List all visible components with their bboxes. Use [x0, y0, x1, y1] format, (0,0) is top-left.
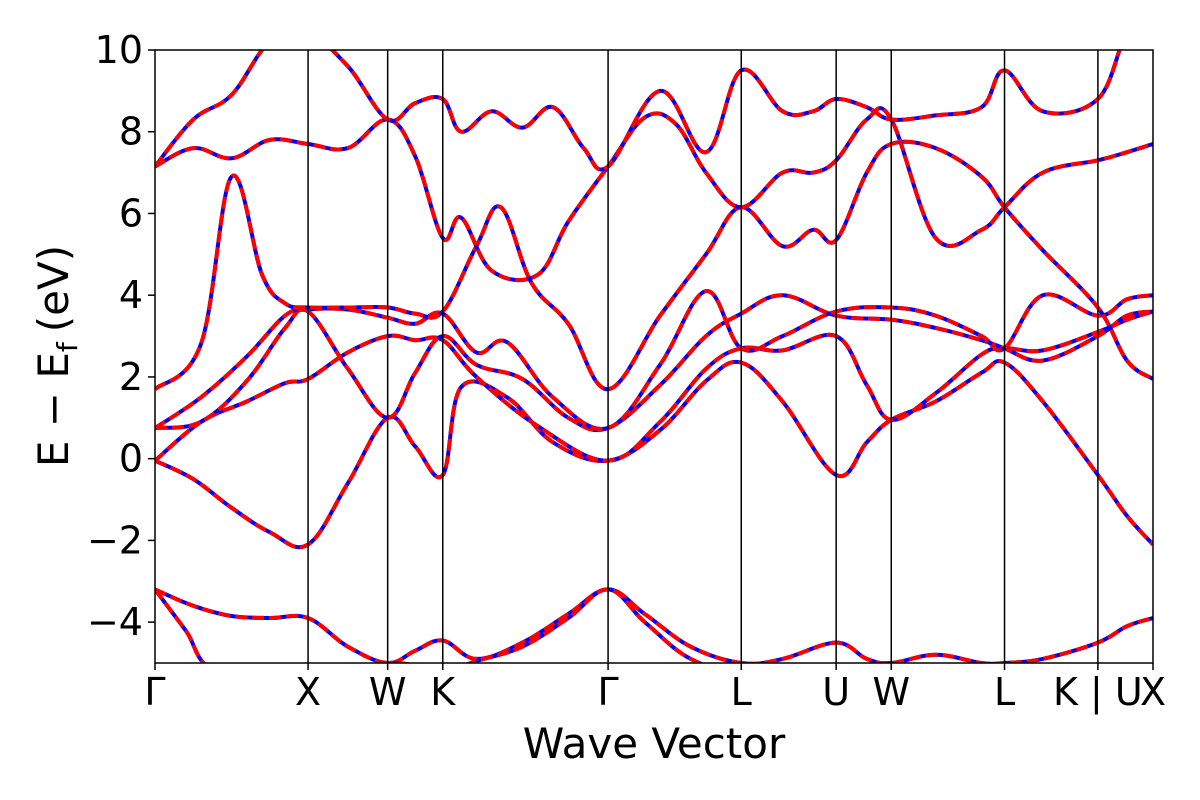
y-tick-label: 0 — [119, 437, 143, 481]
y-tick-label: −4 — [87, 600, 143, 644]
band-line-dashed — [155, 587, 1153, 663]
x-tick-label: Γ — [144, 670, 165, 714]
y-axis-label-unit: (eV) — [29, 245, 78, 332]
band-line-dashed — [155, 587, 705, 663]
plot-frame — [154, 49, 1154, 664]
y-tick-label: −2 — [87, 518, 143, 562]
y-axis-label: E − Ef (eV) — [29, 245, 84, 467]
bands-layer — [155, 50, 1153, 663]
y-axis-label-main: E − E — [29, 352, 78, 467]
x-tick-label: W — [872, 670, 910, 714]
y-tick-label: 10 — [95, 28, 143, 72]
y-ticks: 10 8 6 4 2 0 −2 −4 — [87, 28, 155, 644]
kpoint-lines — [307, 50, 1099, 663]
x-tick-label: X — [1140, 670, 1166, 714]
band-line-dashed — [155, 50, 1122, 172]
band-line-dashed — [155, 293, 1153, 433]
x-axis-label: Wave Vector — [523, 719, 786, 768]
x-tick-label: L — [994, 670, 1015, 714]
y-tick-label: 4 — [119, 273, 143, 317]
x-tick-label: X — [295, 670, 321, 714]
band-line-dashed — [155, 359, 1153, 550]
y-axis-label-subscript: f — [51, 341, 84, 352]
x-tick-label: U — [822, 670, 850, 714]
x-tick-label: K — [430, 670, 456, 714]
x-tick-label: L — [731, 670, 752, 714]
y-tick-label: 8 — [119, 110, 143, 154]
x-tick-label: K | U — [1053, 670, 1143, 715]
band-line-dashed — [155, 106, 1153, 283]
band-line-dashed — [155, 139, 1153, 392]
y-tick-label: 2 — [119, 355, 143, 399]
y-tick-label: 6 — [119, 191, 143, 235]
x-tick-label: Γ — [597, 670, 618, 714]
x-tick-label: W — [369, 670, 407, 714]
